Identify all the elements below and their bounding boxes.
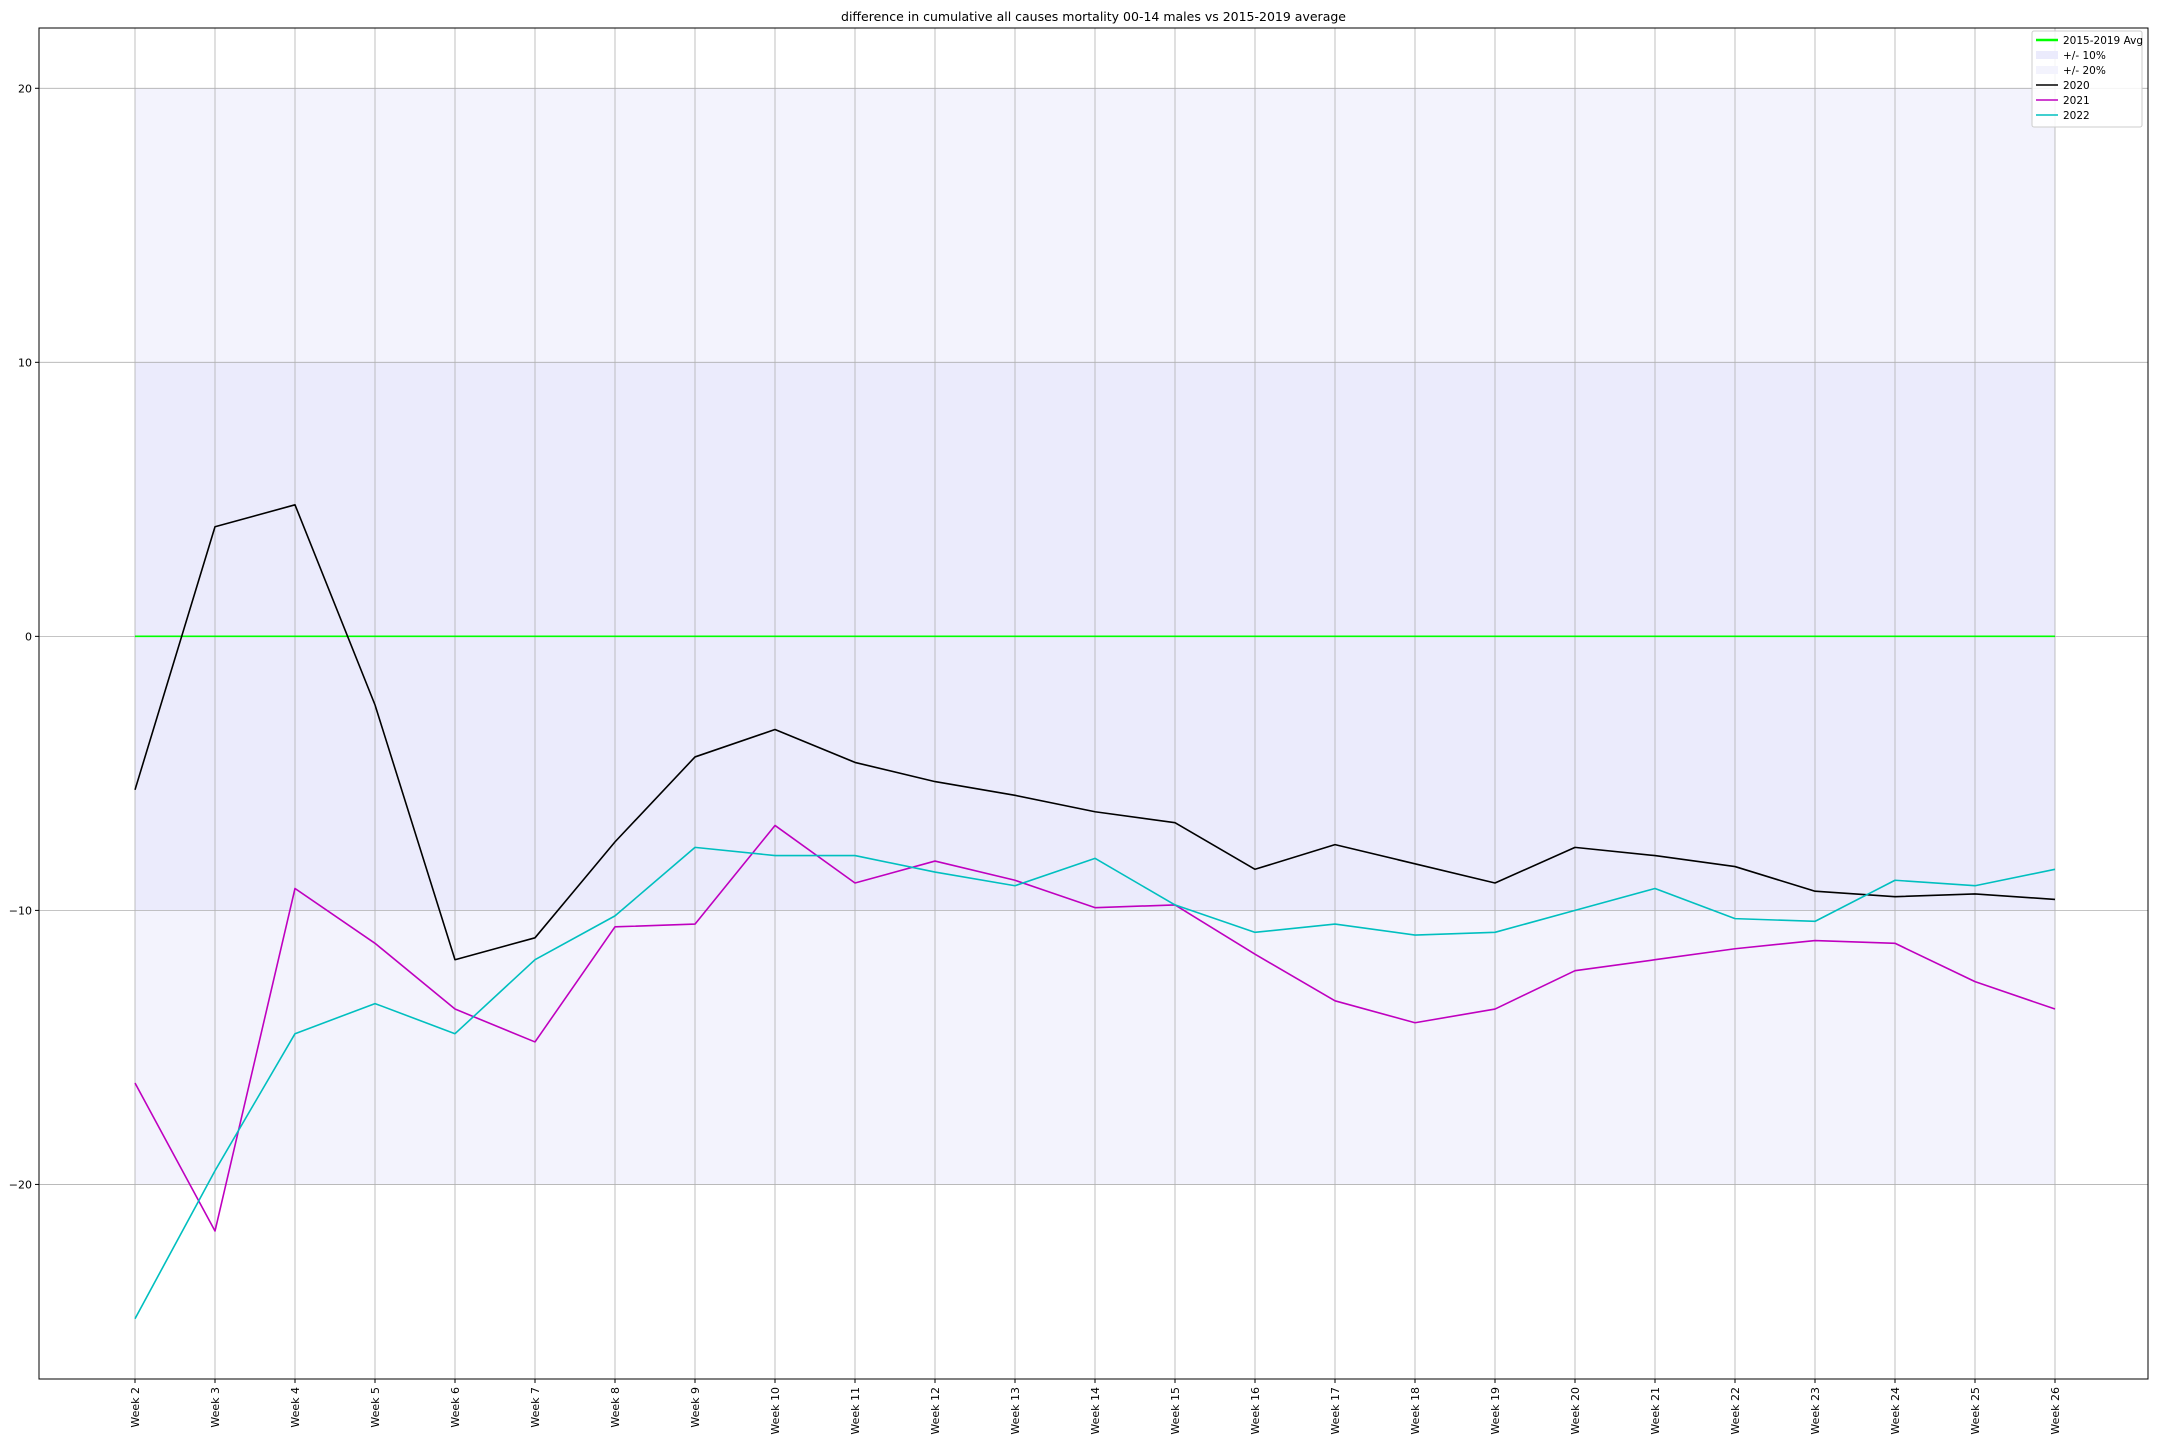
x-tick-label: Week 9 [689, 1387, 702, 1428]
y-tick-label: 10 [18, 356, 32, 369]
chart-title: difference in cumulative all causes mort… [841, 9, 1346, 24]
legend-label: +/- 20% [2063, 65, 2106, 77]
x-tick-label: Week 11 [849, 1387, 862, 1435]
x-tick-label: Week 12 [929, 1387, 942, 1435]
plot-area-frame [38, 27, 2149, 1380]
x-tick-label: Week 3 [209, 1387, 222, 1428]
legend-label: 2015-2019 Avg [2063, 35, 2143, 47]
legend-label: 2021 [2063, 95, 2090, 107]
x-tick-label: Week 25 [1969, 1387, 1982, 1435]
x-tick-label: Week 10 [769, 1387, 782, 1435]
y-tick-label: −20 [9, 1178, 32, 1191]
x-tick-label: Week 13 [1009, 1387, 1022, 1435]
legend: 2015-2019 Avg +/- 10% +/- 20% 2020 2021 2022 [2031, 30, 2143, 128]
series-line-2020 [134, 504, 2056, 961]
x-tick-label: Week 21 [1649, 1387, 1662, 1435]
x-tick-label: Week 2 [129, 1387, 142, 1428]
y-axis-ticks: −20 −10 0 10 20 [9, 82, 39, 1191]
x-tick-label: Week 22 [1729, 1387, 1742, 1435]
x-tick-label: Week 7 [529, 1387, 542, 1428]
x-tick-label: Week 18 [1409, 1387, 1422, 1435]
series-line-2022 [134, 846, 2056, 1320]
legend-patch-swatch [2036, 66, 2058, 74]
x-axis-ticks: Week 2 Week 3 Week 4 Week 5 Week 6 Week 7 Week… [129, 1379, 2062, 1435]
y-tick-label: 20 [18, 82, 32, 95]
x-tick-label: Week 15 [1169, 1387, 1182, 1435]
x-tick-label: Week 26 [2049, 1387, 2062, 1435]
legend-label: +/- 10% [2063, 50, 2106, 62]
x-tick-label: Week 24 [1889, 1387, 1902, 1435]
legend-label: 2022 [2063, 110, 2090, 122]
x-tick-label: Week 6 [449, 1387, 462, 1428]
x-tick-label: Week 23 [1809, 1387, 1822, 1435]
y-tick-label: 0 [25, 630, 32, 643]
series-line-2021 [134, 824, 2056, 1232]
x-tick-label: Week 16 [1249, 1387, 1262, 1435]
legend-patch-swatch [2036, 51, 2058, 59]
x-tick-label: Week 14 [1089, 1387, 1102, 1435]
legend-box [2031, 30, 2143, 128]
y-tick-label: −10 [9, 904, 32, 917]
x-tick-label: Week 5 [369, 1387, 382, 1428]
x-tick-label: Week 19 [1489, 1387, 1502, 1435]
x-tick-label: Week 20 [1569, 1387, 1582, 1435]
x-tick-label: Week 4 [289, 1387, 302, 1428]
x-tick-label: Week 17 [1329, 1387, 1342, 1435]
legend-label: 2020 [2063, 80, 2090, 92]
series-lines [134, 504, 2056, 1320]
x-tick-label: Week 8 [609, 1387, 622, 1428]
